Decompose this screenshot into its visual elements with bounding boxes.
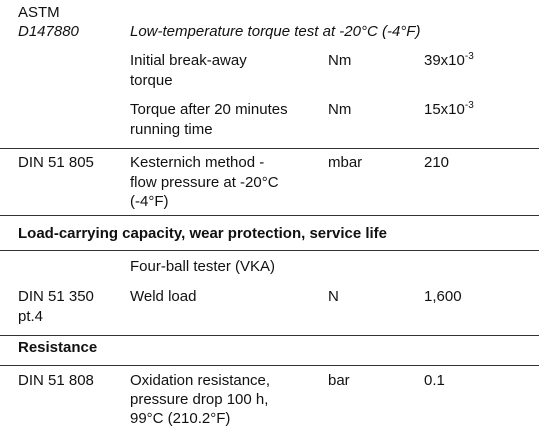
property: flow pressure at -20°C [130,174,279,191]
property: (-4°F) [130,193,169,210]
value: 39x10-3 [424,51,474,70]
unit: mbar [328,154,363,171]
test-heading: Four-ball tester (VKA) [130,258,276,275]
unit: bar [328,372,350,389]
value: 0.1 [424,372,445,389]
standard: pt.4 [18,308,44,325]
property: Oxidation resistance, [130,372,271,389]
unit: Nm [328,52,352,69]
value-base: 15x10 [424,101,465,118]
section-heading: Load-carrying capacity, wear protection,… [18,225,388,242]
standard: ASTM [18,4,60,21]
value: 1,600 [424,288,462,305]
property: torque [130,72,173,89]
value: 15x10-3 [424,100,474,119]
standard: DIN 51 805 [18,154,94,171]
value-exponent: -3 [464,51,474,62]
property: Initial break-away [130,52,247,69]
value: 210 [424,154,450,171]
property: Kesternich method - [130,154,265,171]
test-heading: Low-temperature torque test at -20°C (-4… [130,23,421,40]
value-base: 39x10 [424,52,465,69]
value-exponent: -3 [464,100,474,111]
standard: DIN 51 350 [18,288,94,305]
property: running time [130,121,213,138]
standard: DIN 51 808 [18,372,94,389]
property: Torque after 20 minutes [130,101,288,118]
section-heading: Resistance [18,339,98,356]
standard: D147880 [18,23,79,40]
row-rule [0,365,539,366]
property: Weld load [130,288,197,305]
property: 99°C (210.2°F) [130,410,231,427]
row-rule [0,215,539,216]
row-rule [0,335,539,336]
unit: N [328,288,339,305]
row-rule [0,148,539,149]
property: pressure drop 100 h, [130,391,269,408]
unit: Nm [328,101,352,118]
row-rule [0,250,539,251]
